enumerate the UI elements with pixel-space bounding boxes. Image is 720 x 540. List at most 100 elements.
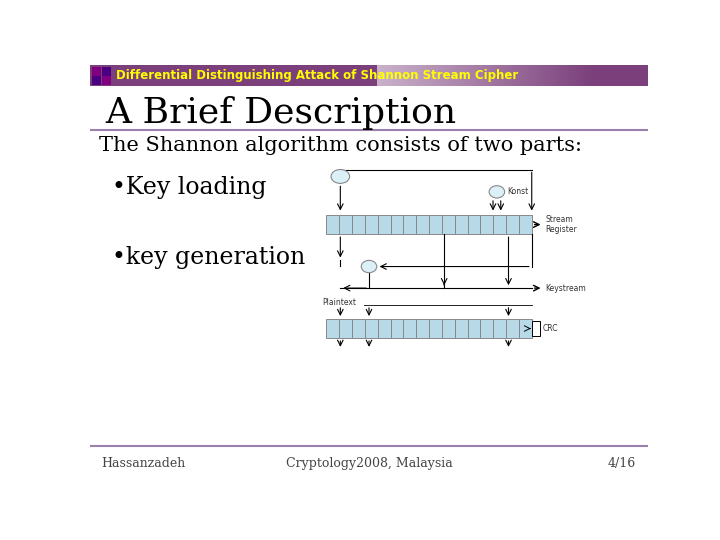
Bar: [423, 65, 424, 86]
Bar: [492, 65, 493, 86]
Bar: [543, 65, 544, 86]
Bar: [485, 65, 486, 86]
Bar: [571, 65, 572, 86]
Bar: [448, 65, 449, 86]
Bar: [627, 65, 628, 86]
Bar: [463, 65, 464, 86]
Bar: [483, 65, 484, 86]
Bar: [518, 65, 519, 86]
Bar: [603, 65, 604, 86]
Bar: [388, 65, 389, 86]
Bar: [482, 65, 483, 86]
Bar: [601, 65, 602, 86]
Bar: [639, 65, 640, 86]
Bar: [548, 65, 549, 86]
Bar: [597, 65, 598, 86]
Bar: [578, 65, 579, 86]
Bar: [532, 65, 533, 86]
Bar: [493, 215, 506, 234]
Bar: [626, 65, 627, 86]
Bar: [493, 319, 506, 338]
Bar: [403, 65, 404, 86]
Bar: [432, 65, 433, 86]
Bar: [599, 65, 600, 86]
Bar: [412, 65, 413, 86]
Text: Keystream: Keystream: [546, 284, 587, 293]
Bar: [400, 65, 401, 86]
Bar: [408, 65, 409, 86]
Bar: [410, 65, 411, 86]
Bar: [461, 65, 462, 86]
Bar: [504, 65, 505, 86]
Bar: [617, 65, 618, 86]
Bar: [480, 65, 481, 86]
Bar: [569, 65, 570, 86]
Bar: [449, 65, 451, 86]
Bar: [557, 65, 558, 86]
Bar: [614, 65, 615, 86]
Bar: [397, 65, 398, 86]
Bar: [457, 65, 458, 86]
Bar: [540, 65, 541, 86]
Bar: [585, 65, 586, 86]
Bar: [506, 65, 507, 86]
Bar: [600, 65, 601, 86]
Bar: [542, 65, 543, 86]
Bar: [502, 65, 503, 86]
Bar: [646, 65, 647, 86]
Bar: [402, 65, 403, 86]
Bar: [612, 65, 613, 86]
Bar: [528, 65, 529, 86]
Bar: [544, 65, 545, 86]
Bar: [447, 65, 448, 86]
Bar: [378, 215, 390, 234]
Bar: [480, 215, 493, 234]
Bar: [552, 65, 553, 86]
Bar: [403, 319, 416, 338]
Bar: [466, 65, 467, 86]
Bar: [549, 65, 550, 86]
Bar: [389, 65, 390, 86]
Bar: [632, 65, 634, 86]
Bar: [589, 65, 590, 86]
Bar: [365, 319, 378, 338]
Bar: [405, 65, 406, 86]
Bar: [531, 65, 532, 86]
Bar: [563, 65, 564, 86]
Bar: [406, 65, 407, 86]
Bar: [613, 65, 614, 86]
Bar: [622, 65, 624, 86]
Bar: [642, 65, 644, 86]
Bar: [604, 65, 605, 86]
Bar: [596, 65, 597, 86]
Bar: [446, 65, 447, 86]
Bar: [476, 65, 477, 86]
Bar: [586, 65, 587, 86]
Bar: [382, 65, 383, 86]
Bar: [393, 65, 394, 86]
Bar: [416, 319, 429, 338]
Bar: [92, 67, 101, 76]
Bar: [486, 65, 487, 86]
Bar: [442, 215, 455, 234]
Bar: [587, 65, 588, 86]
Bar: [452, 65, 453, 86]
Bar: [90, 65, 648, 86]
Bar: [407, 65, 408, 86]
Bar: [352, 319, 365, 338]
Bar: [488, 65, 489, 86]
Bar: [631, 65, 632, 86]
Bar: [425, 65, 426, 86]
Bar: [429, 319, 442, 338]
Bar: [546, 65, 547, 86]
Text: Konst: Konst: [507, 187, 528, 197]
Bar: [444, 65, 445, 86]
Bar: [428, 65, 429, 86]
Bar: [467, 65, 468, 86]
Bar: [512, 65, 513, 86]
Bar: [503, 65, 504, 86]
Bar: [326, 215, 339, 234]
Bar: [588, 65, 589, 86]
Bar: [541, 65, 542, 86]
Ellipse shape: [361, 260, 377, 273]
